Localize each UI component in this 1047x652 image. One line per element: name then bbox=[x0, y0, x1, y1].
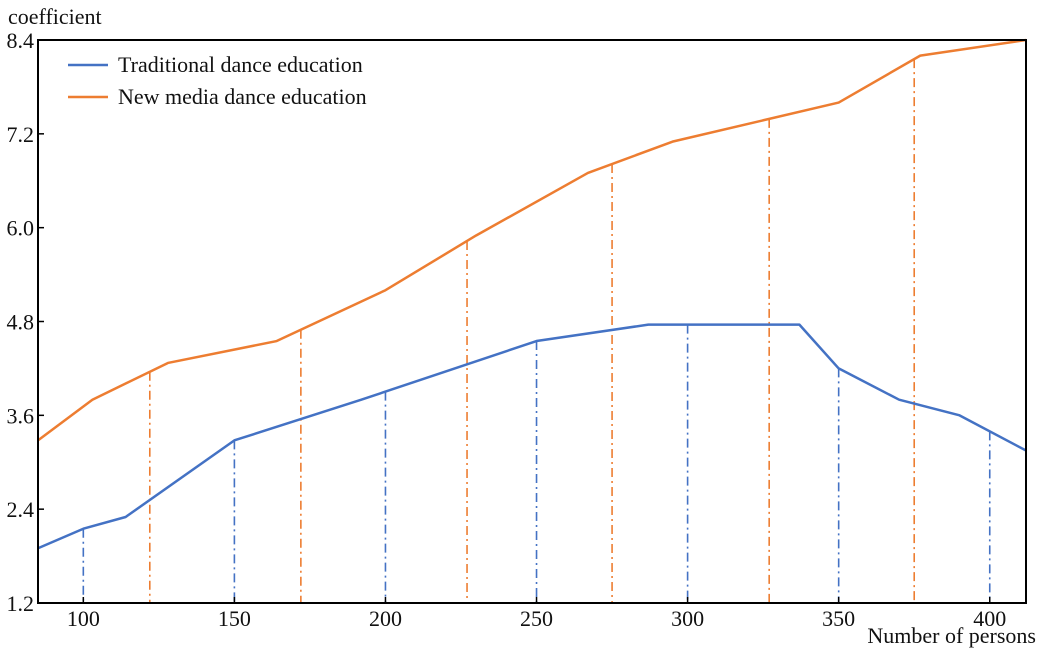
x-tick-label: 250 bbox=[520, 606, 553, 631]
x-tick-label: 200 bbox=[369, 606, 402, 631]
y-tick-label: 1.2 bbox=[7, 591, 35, 616]
y-tick-label: 4.8 bbox=[7, 310, 35, 335]
x-tick-label: 100 bbox=[67, 606, 100, 631]
x-tick-label: 350 bbox=[822, 606, 855, 631]
series-line-1 bbox=[37, 323, 1027, 550]
y-tick-label: 7.2 bbox=[7, 122, 35, 147]
x-tick-label: 150 bbox=[218, 606, 251, 631]
x-axis-label: Number of persons bbox=[867, 623, 1036, 648]
x-tick-label: 400 bbox=[973, 606, 1006, 631]
y-axis-label: coefficient bbox=[8, 4, 102, 29]
legend-label-2: New media dance education bbox=[118, 84, 367, 109]
drop-lines bbox=[82, 59, 991, 603]
legend-label-1: Traditional dance education bbox=[118, 52, 363, 77]
y-tick-label: 6.0 bbox=[7, 216, 35, 241]
y-tick-label: 3.6 bbox=[7, 403, 35, 428]
axis-ticks: 100 150 200 250 300 350 400 1.2 2.4 3.6 4.8 6.0 7.2 8… bbox=[7, 28, 1007, 631]
x-tick-label: 300 bbox=[671, 606, 704, 631]
y-tick-label: 2.4 bbox=[7, 497, 35, 522]
legend: Traditional dance education New media dan… bbox=[68, 52, 367, 109]
plot-area-frame bbox=[37, 39, 1027, 604]
series-line-2 bbox=[37, 38, 1027, 442]
y-tick-label: 8.4 bbox=[7, 28, 35, 53]
series-lines bbox=[37, 38, 1027, 550]
